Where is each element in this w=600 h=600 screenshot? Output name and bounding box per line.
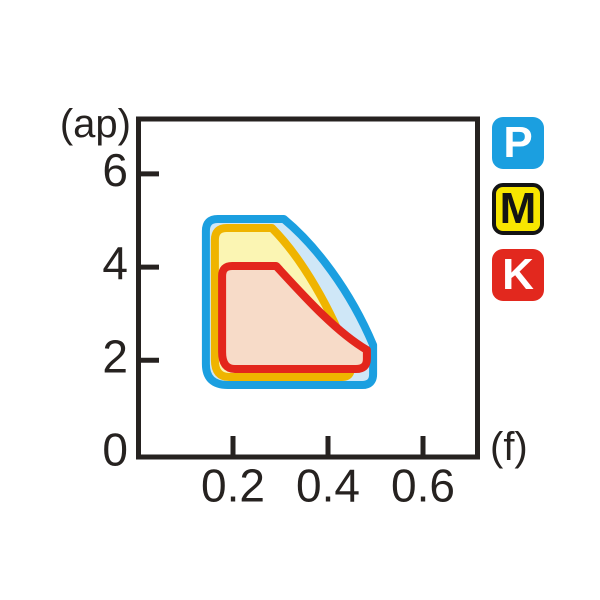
y-tick-label-6: 6 xyxy=(102,144,128,196)
y-axis-label: (ap) xyxy=(60,102,131,146)
x-tick-label-0.2: 0.2 xyxy=(201,460,265,512)
y-tick-label-4: 4 xyxy=(102,237,128,289)
axis-ticks xyxy=(141,171,426,455)
x-axis-label: (f) xyxy=(490,425,528,469)
plot-frame xyxy=(136,116,480,460)
y-tick-label-0: 0 xyxy=(102,424,128,476)
y-tick-label-2: 2 xyxy=(102,330,128,382)
region-K xyxy=(218,262,371,373)
legend-badge-m: M xyxy=(492,183,544,235)
axis-tick-labels: 0.2 0.4 0.6 6 4 2 0 xyxy=(102,144,455,512)
legend-badge-p: P xyxy=(492,117,544,169)
legend-badge-k: K xyxy=(492,249,544,301)
x-tick-label-0.4: 0.4 xyxy=(296,460,360,512)
x-tick-label-0.6: 0.6 xyxy=(391,460,455,512)
material-regions xyxy=(201,215,378,389)
